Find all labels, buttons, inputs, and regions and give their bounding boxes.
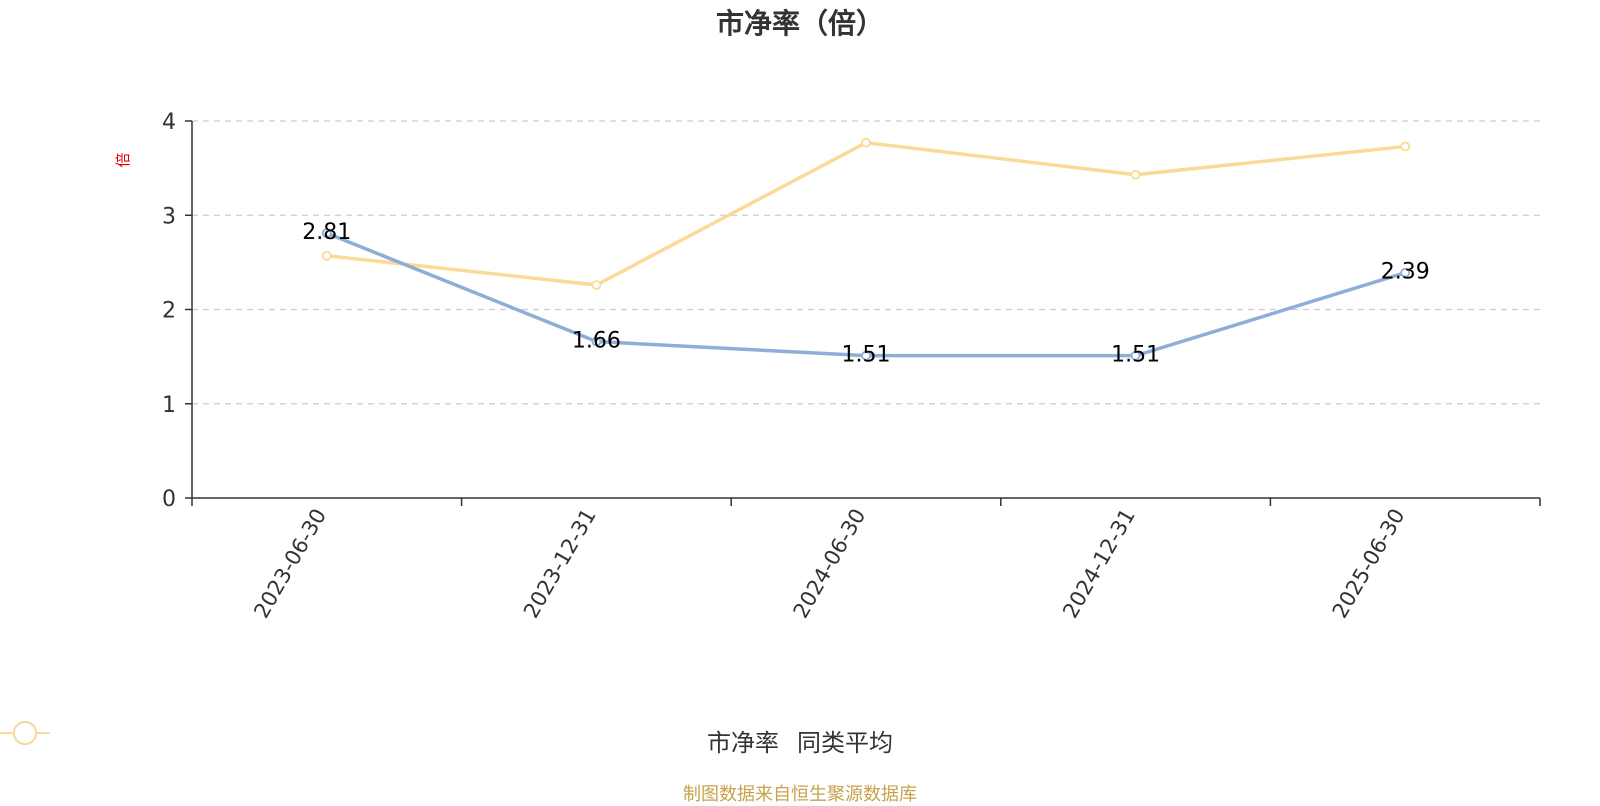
data-label-0: 2.81 <box>302 220 351 245</box>
series-1-point-3 <box>1130 169 1141 180</box>
series-0-point-0 <box>321 228 332 239</box>
series-1-point-4 <box>1400 141 1411 152</box>
y-tick-label-0: 0 <box>162 487 176 512</box>
series-0-point-3 <box>1130 350 1141 361</box>
x-tick-label-4: 2025-06-30 <box>1328 505 1410 623</box>
y-tick-label-4: 4 <box>162 110 176 135</box>
series-0-point-2 <box>861 350 871 361</box>
series-0-point-1 <box>591 336 602 347</box>
legend-label-avg: 同类平均 <box>797 728 893 757</box>
source-note: 制图数据来自恒生聚源数据库 <box>683 784 917 805</box>
x-tick-label-2: 2024-06-30 <box>789 505 871 623</box>
legend: 市净率 同类平均 <box>0 720 1600 760</box>
y-axis-unit-label: 倍 <box>114 152 132 167</box>
y-tick-label-2: 2 <box>162 299 176 324</box>
series-0-point-4 <box>1400 267 1411 278</box>
x-tick-label-3: 2024-12-31 <box>1058 505 1140 623</box>
legend-item-pb[interactable]: 市净率 <box>0 721 779 758</box>
data-label-4: 2.39 <box>1381 260 1430 285</box>
series-line-1 <box>326 140 1406 287</box>
series-1-point-0 <box>321 250 332 261</box>
series-1-point-1 <box>591 280 602 290</box>
legend-item-avg[interactable]: 同类平均 <box>0 721 893 758</box>
series-line-0 <box>326 231 1406 358</box>
series-1-point-2 <box>861 137 871 148</box>
x-tick-label-0: 2023-06-30 <box>249 505 331 623</box>
x-tick-label-1: 2023-12-31 <box>519 505 601 623</box>
chart-title: 市净率（倍） <box>715 7 884 40</box>
legend-label-pb: 市净率 <box>707 728 779 757</box>
legend-avg-circle-icon <box>0 721 50 745</box>
y-tick-label-1: 1 <box>162 393 176 418</box>
data-label-2: 1.51 <box>842 343 891 368</box>
data-label-3: 1.51 <box>1111 343 1160 368</box>
y-tick-label-3: 3 <box>162 204 176 229</box>
data-label-1: 1.66 <box>572 329 621 354</box>
